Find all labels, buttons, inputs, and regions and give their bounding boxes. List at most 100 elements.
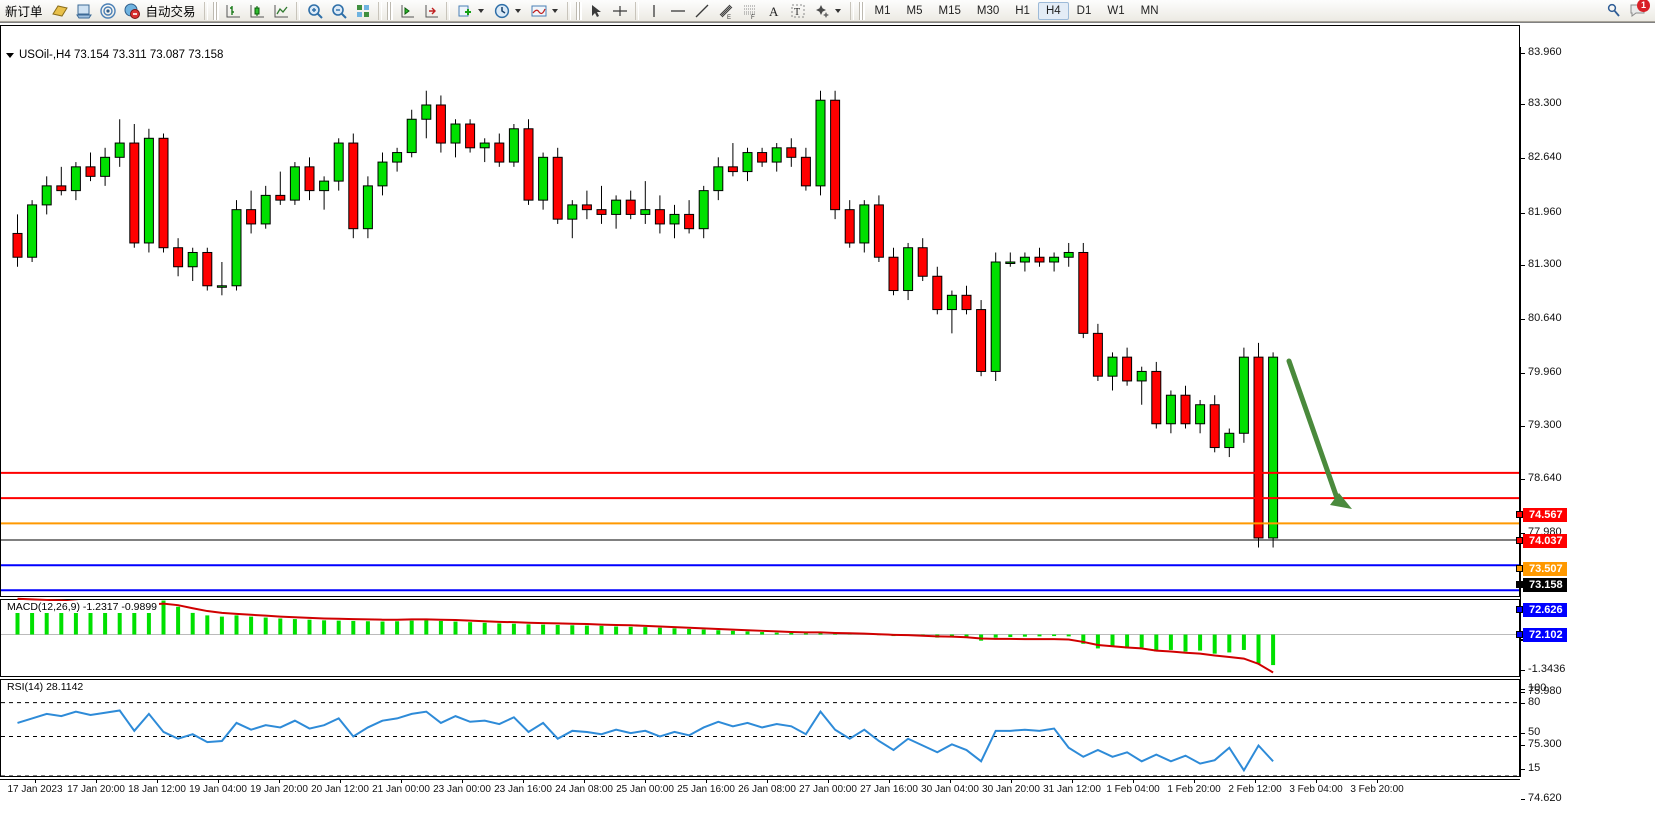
price-axis[interactable]: 83.960 83.300 82.640 81.960 81.300 80.640 79.9… bbox=[1516, 46, 1655, 804]
rsi-pane[interactable]: RSI(14) 28.1142 bbox=[0, 679, 1520, 777]
auto-scroll-icon[interactable] bbox=[419, 1, 443, 21]
tag-74567[interactable]: 74.567 bbox=[1516, 508, 1567, 522]
shapes-icon[interactable] bbox=[810, 1, 847, 21]
equidistant-channel-icon[interactable]: E bbox=[714, 1, 738, 21]
main-toolbar: 新订单 bbox=[0, 0, 1655, 22]
chart-area[interactable]: MACD(12,26,9) -1.2317 -0.9899 RSI(14) 28… bbox=[0, 22, 1655, 822]
line-chart-icon[interactable] bbox=[269, 1, 293, 21]
rsi-tick: 80 bbox=[1521, 696, 1655, 708]
down-arrow-annotation bbox=[1286, 358, 1352, 509]
timeframe-group: M1 M5 M15 M30 H1 H4 D1 W1 MN bbox=[867, 1, 1167, 20]
trendline-icon[interactable] bbox=[690, 1, 714, 21]
price-tick: 81.300 bbox=[1521, 258, 1655, 270]
toolbar-grip[interactable] bbox=[575, 1, 582, 20]
time-label: 3 Feb 04:00 bbox=[1289, 784, 1343, 795]
chevron-down-icon[interactable] bbox=[477, 8, 484, 13]
timeframe-mn[interactable]: MN bbox=[1140, 4, 1159, 17]
svg-text:E: E bbox=[727, 15, 731, 20]
chevron-down-icon[interactable] bbox=[834, 8, 841, 13]
text-icon[interactable]: A bbox=[762, 1, 786, 21]
crosshair-icon[interactable] bbox=[608, 1, 632, 21]
time-label: 23 Jan 00:00 bbox=[433, 784, 491, 795]
bar-chart-icon[interactable] bbox=[221, 1, 245, 21]
chart-header[interactable]: USOil-,H4 73.154 73.311 73.087 73.158 bbox=[6, 49, 223, 61]
time-label: 26 Jan 08:00 bbox=[738, 784, 796, 795]
svg-text:T: T bbox=[794, 7, 800, 18]
timeframe-m30[interactable]: M30 bbox=[976, 4, 1000, 17]
tag-73158[interactable]: 73.158 bbox=[1516, 578, 1567, 592]
chat-icon[interactable]: 1 bbox=[1629, 0, 1650, 20]
time-label: 30 Jan 04:00 bbox=[921, 784, 979, 795]
templates-icon[interactable] bbox=[527, 1, 564, 21]
time-tick bbox=[950, 780, 951, 783]
timeframe-h4[interactable]: H4 bbox=[1037, 1, 1069, 20]
tile-windows-icon[interactable] bbox=[351, 1, 375, 21]
new-order-button[interactable]: 新订单 bbox=[0, 1, 48, 21]
time-axis[interactable]: 17 Jan 2023 17 Jan 20:00 18 Jan 12:00 19 Ja… bbox=[0, 779, 1520, 801]
vertical-line-icon[interactable] bbox=[642, 1, 666, 21]
time-tick bbox=[1011, 780, 1012, 783]
rsi-tick: 100 bbox=[1521, 682, 1655, 694]
macd-plot bbox=[1, 597, 1519, 674]
tag-72102[interactable]: 72.102 bbox=[1516, 628, 1567, 642]
search-icon[interactable] bbox=[1605, 2, 1623, 20]
time-label: 27 Jan 16:00 bbox=[860, 784, 918, 795]
timeframe-m1[interactable]: M1 bbox=[874, 4, 891, 17]
time-tick bbox=[645, 780, 646, 783]
data-window-icon[interactable] bbox=[72, 1, 96, 21]
price-tick: 79.960 bbox=[1521, 366, 1655, 378]
periods-icon[interactable] bbox=[490, 1, 527, 21]
chevron-down-icon[interactable] bbox=[551, 8, 558, 13]
text-label-icon[interactable]: T bbox=[786, 1, 810, 21]
timeframe-m15[interactable]: M15 bbox=[938, 4, 961, 17]
tag-74037[interactable]: 74.037 bbox=[1516, 534, 1567, 548]
time-tick bbox=[340, 780, 341, 783]
time-label: 23 Jan 16:00 bbox=[494, 784, 552, 795]
broadcast-icon[interactable] bbox=[96, 1, 120, 21]
toolbar-separator bbox=[445, 1, 450, 20]
toolbar-grip[interactable] bbox=[858, 1, 865, 20]
timeframe-d1[interactable]: D1 bbox=[1076, 4, 1092, 17]
time-tick bbox=[157, 780, 158, 783]
horizontal-line-icon[interactable] bbox=[666, 1, 690, 21]
price-tick: 75.300 bbox=[1521, 738, 1655, 750]
zoom-out-icon[interactable] bbox=[327, 1, 351, 21]
zoom-in-icon[interactable] bbox=[303, 1, 327, 21]
chevron-down-icon[interactable] bbox=[6, 52, 14, 58]
price-tick: 80.640 bbox=[1521, 312, 1655, 324]
tag-72626[interactable]: 72.626 bbox=[1516, 603, 1567, 617]
toolbar-grip[interactable] bbox=[212, 1, 219, 20]
toolbar-separator bbox=[377, 1, 382, 20]
timeframe-h1[interactable]: H1 bbox=[1015, 4, 1030, 17]
timeframe-m5[interactable]: M5 bbox=[906, 4, 923, 17]
time-label: 1 Feb 20:00 bbox=[1167, 784, 1221, 795]
price-tick: 78.640 bbox=[1521, 472, 1655, 484]
fibonacci-icon[interactable]: F bbox=[738, 1, 762, 21]
chevron-down-icon[interactable] bbox=[514, 8, 521, 13]
time-tick bbox=[1377, 780, 1378, 783]
folder-yellow-icon[interactable] bbox=[48, 1, 72, 21]
time-label: 31 Jan 12:00 bbox=[1043, 784, 1101, 795]
candlestick-chart-icon[interactable] bbox=[245, 1, 269, 21]
toolbar-separator bbox=[849, 1, 854, 20]
time-tick bbox=[584, 780, 585, 783]
price-pane[interactable] bbox=[0, 25, 1520, 597]
auto-trading-button[interactable]: 自动交易 bbox=[120, 1, 201, 21]
cursor-icon[interactable] bbox=[584, 1, 608, 21]
time-tick bbox=[889, 780, 890, 783]
indicators-icon[interactable] bbox=[453, 1, 490, 21]
timeframe-w1[interactable]: W1 bbox=[1107, 4, 1125, 17]
time-label: 20 Jan 12:00 bbox=[311, 784, 369, 795]
time-tick bbox=[523, 780, 524, 783]
macd-pane[interactable]: MACD(12,26,9) -1.2317 -0.9899 bbox=[0, 597, 1520, 677]
toolbar-grip[interactable] bbox=[386, 1, 393, 20]
auto-trading-label: 自动交易 bbox=[145, 5, 196, 19]
chat-badge: 1 bbox=[1637, 0, 1650, 12]
chart-shift-icon[interactable] bbox=[395, 1, 419, 21]
time-tick bbox=[96, 780, 97, 783]
tag-73507[interactable]: 73.507 bbox=[1516, 562, 1567, 576]
rsi-tick: 50 bbox=[1521, 726, 1655, 738]
time-tick bbox=[828, 780, 829, 783]
time-label: 30 Jan 20:00 bbox=[982, 784, 1040, 795]
toolbar-separator bbox=[566, 1, 571, 20]
